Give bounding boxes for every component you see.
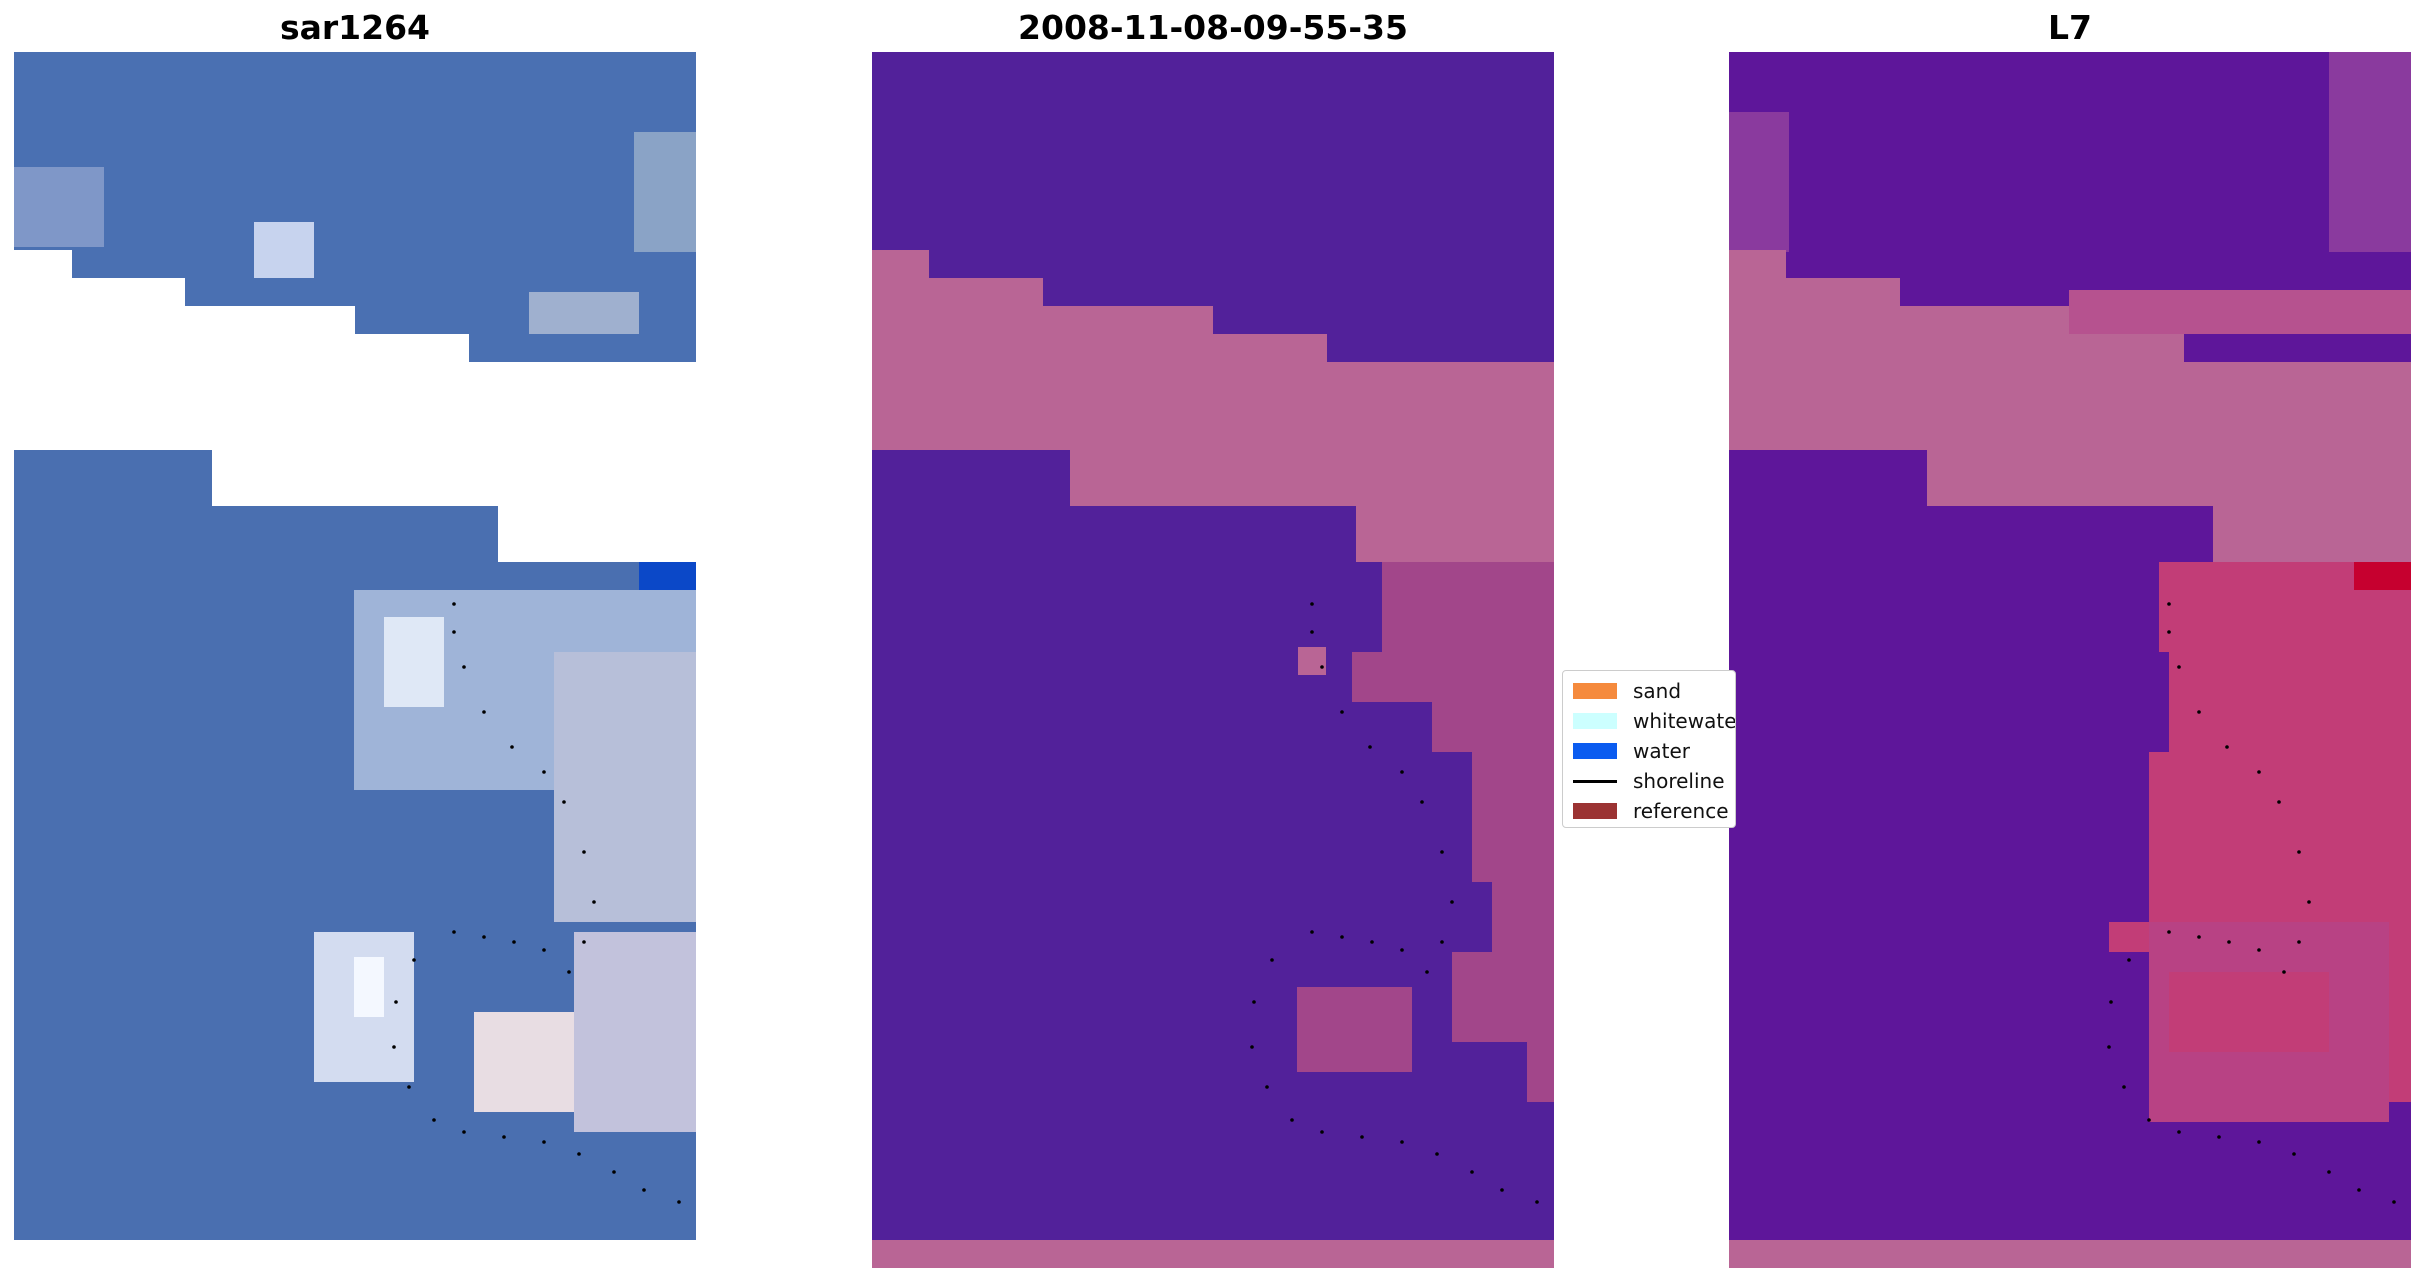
panel-title-l7: L7 (2048, 8, 2092, 47)
l7-bright-area (2109, 562, 2411, 1102)
bright-pixel-patch (474, 1012, 574, 1112)
bright-pixel-patch (354, 957, 384, 1017)
bright-pixel-patch (14, 167, 104, 247)
sand-class-area (872, 250, 1554, 562)
l7-red-pixel (2354, 562, 2411, 590)
whitewater-class-area (1352, 562, 1554, 1102)
l7-pixel-patch (2329, 52, 2411, 252)
l7-image (1729, 52, 2411, 1268)
dark-water-pixel (639, 562, 696, 590)
legend-swatch-whitewater (1573, 713, 1617, 729)
land-area (1729, 250, 2411, 562)
legend-swatch-reference (1573, 803, 1617, 819)
legend-item-whitewater: whitewater (1573, 709, 1736, 733)
l7-pixel-patch (1729, 112, 1789, 252)
shoreline-dots (392, 602, 681, 1204)
legend-label: reference (1633, 799, 1729, 823)
shoreline-dots (1250, 602, 1539, 1204)
bright-pixel-patch (554, 652, 696, 922)
l7-pixel-patch (2069, 290, 2411, 334)
classified-image (872, 52, 1554, 1268)
nodata-area (185, 306, 355, 362)
legend-swatch-water (1573, 743, 1617, 759)
legend-label: shoreline (1633, 769, 1725, 793)
nodata-area (355, 334, 469, 362)
nodata-area (498, 506, 696, 562)
nodata-area (14, 250, 72, 362)
bright-pixel-patch (574, 932, 696, 1132)
nodata-area (72, 278, 185, 362)
panel-title-rgb: sar1264 (279, 8, 431, 47)
sand-pixel (1298, 647, 1326, 675)
l7-bright-area (2169, 972, 2329, 1052)
panel-title-classification: 2008-11-08-09-55-35 (1018, 8, 1408, 47)
legend-swatch-sand (1573, 683, 1617, 699)
legend-label: water (1633, 739, 1690, 763)
legend-item-reference: reference (1573, 799, 1729, 823)
bright-pixel-patch (529, 292, 639, 334)
bright-pixel-patch (634, 132, 696, 252)
legend-label: sand (1633, 679, 1682, 703)
shoreline-dots (2107, 602, 2396, 1204)
bright-pixel-patch (254, 222, 314, 278)
nodata-area (212, 450, 696, 506)
legend-item-sand: sand (1573, 679, 1681, 703)
whitewater-class-area (1297, 987, 1412, 1072)
legend-item-water: water (1573, 739, 1690, 763)
legend-label: whitewater (1633, 709, 1736, 733)
sand-strip (872, 1240, 1554, 1268)
legend-line-shoreline (1573, 779, 1617, 783)
rgb-satellite-image (14, 52, 696, 1240)
land-strip (1729, 1240, 2411, 1268)
bright-pixel-patch (384, 617, 444, 707)
legend: sand whitewater water shoreline referenc… (1562, 670, 1736, 828)
legend-item-shoreline: shoreline (1573, 769, 1725, 793)
